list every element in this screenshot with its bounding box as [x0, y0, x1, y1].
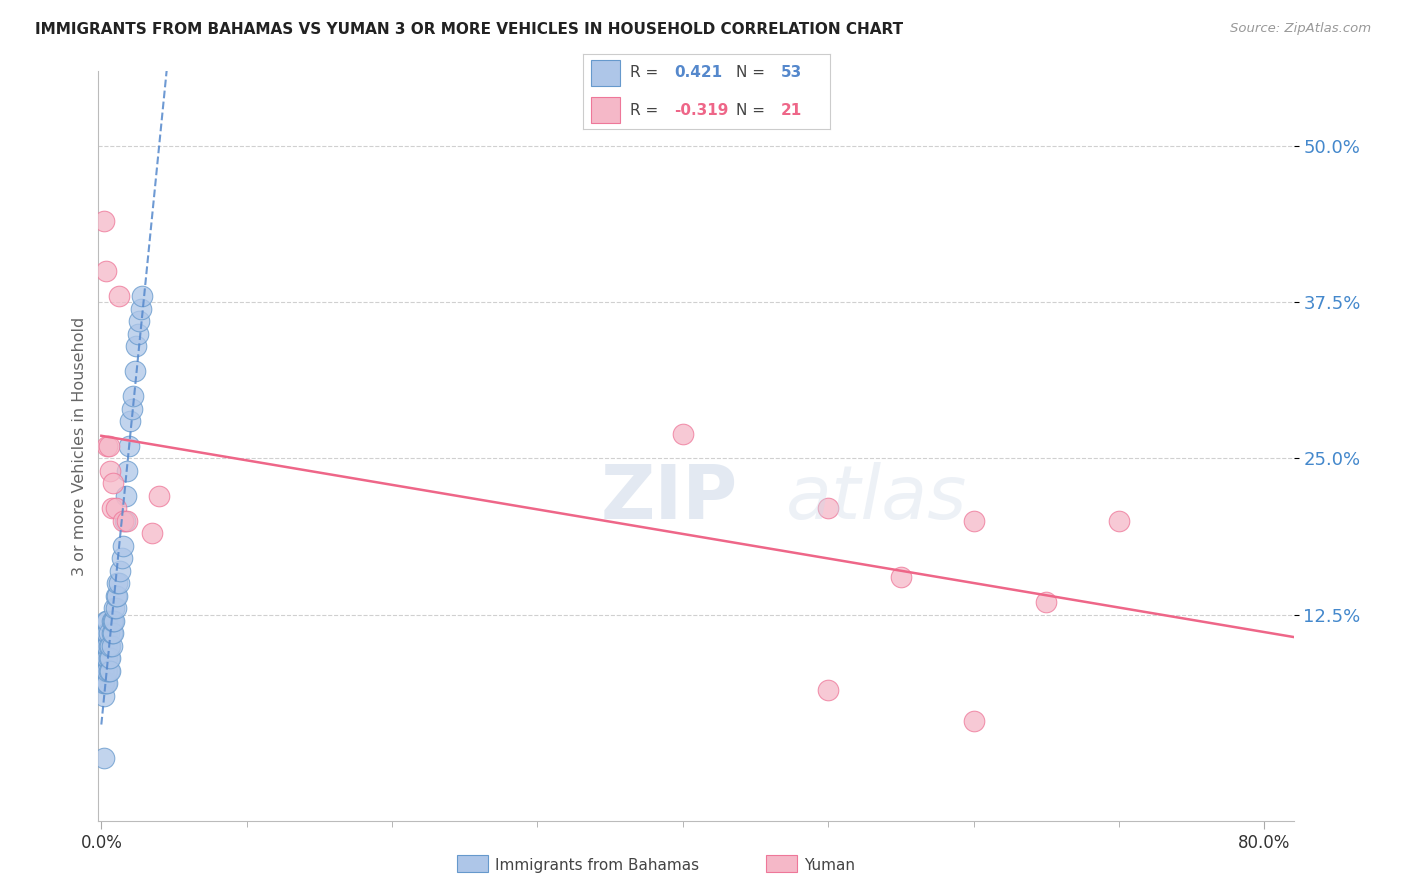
Point: [94, 264, 117, 278]
Text: Immigrants from Bahamas: Immigrants from Bahamas: [495, 858, 699, 872]
Bar: [591, 60, 620, 87]
Point: [148, 489, 170, 503]
Point: [103, 614, 125, 628]
Point: [890, 570, 912, 584]
Point: [94, 676, 117, 690]
Point: [672, 426, 695, 441]
Point: [103, 601, 125, 615]
Point: [98, 664, 121, 678]
Point: [93, 214, 115, 228]
Point: [141, 526, 163, 541]
Point: [817, 682, 839, 697]
Text: R =: R =: [630, 65, 658, 80]
Point: [98, 639, 121, 653]
Point: [105, 576, 128, 591]
Point: [817, 501, 839, 516]
Point: [91, 676, 114, 690]
Point: [97, 439, 120, 453]
Text: 53: 53: [780, 65, 801, 80]
Point: [1108, 514, 1130, 528]
Point: [97, 664, 120, 678]
Point: [93, 689, 115, 703]
Point: [96, 626, 118, 640]
Point: [121, 401, 143, 416]
Point: [128, 314, 150, 328]
Point: [125, 339, 148, 353]
Point: [104, 589, 127, 603]
Point: [91, 664, 114, 678]
Point: [96, 439, 118, 453]
Point: [124, 364, 146, 378]
Point: [111, 551, 134, 566]
Text: -0.319: -0.319: [675, 103, 728, 118]
Point: [93, 676, 115, 690]
Point: [118, 439, 141, 453]
Point: [963, 514, 986, 528]
Text: 21: 21: [780, 103, 801, 118]
Point: [104, 501, 127, 516]
Point: [94, 614, 117, 628]
Point: [127, 326, 149, 341]
Text: N =: N =: [737, 103, 765, 118]
Point: [117, 514, 139, 528]
Point: [112, 514, 135, 528]
Point: [107, 289, 129, 303]
Point: [97, 639, 120, 653]
Point: [93, 664, 115, 678]
Point: [94, 651, 117, 665]
Text: N =: N =: [737, 65, 765, 80]
Text: Yuman: Yuman: [804, 858, 855, 872]
Point: [100, 501, 122, 516]
Point: [93, 751, 115, 765]
Point: [112, 539, 135, 553]
Point: [94, 626, 117, 640]
Point: [97, 626, 120, 640]
Point: [101, 614, 124, 628]
Y-axis label: 3 or more Vehicles in Household: 3 or more Vehicles in Household: [72, 317, 87, 575]
Point: [122, 389, 145, 403]
Point: [100, 614, 122, 628]
Point: [101, 476, 124, 491]
Point: [96, 639, 118, 653]
Point: [96, 664, 118, 678]
Point: [129, 301, 152, 316]
Bar: [591, 96, 620, 123]
Point: [100, 639, 122, 653]
Text: IMMIGRANTS FROM BAHAMAS VS YUMAN 3 OR MORE VEHICLES IN HOUSEHOLD CORRELATION CHA: IMMIGRANTS FROM BAHAMAS VS YUMAN 3 OR MO…: [35, 22, 903, 37]
Point: [104, 601, 127, 615]
Point: [117, 464, 139, 478]
Point: [120, 414, 142, 428]
Point: [94, 639, 117, 653]
Text: R =: R =: [630, 103, 658, 118]
Point: [963, 714, 986, 728]
Point: [110, 564, 132, 578]
Point: [98, 464, 121, 478]
Point: [107, 576, 129, 591]
Point: [96, 676, 118, 690]
Point: [96, 651, 118, 665]
Point: [94, 664, 117, 678]
Text: 0.421: 0.421: [675, 65, 723, 80]
Text: ZIP: ZIP: [600, 462, 738, 535]
Point: [115, 489, 138, 503]
Point: [114, 514, 136, 528]
Point: [101, 626, 124, 640]
Text: Source: ZipAtlas.com: Source: ZipAtlas.com: [1230, 22, 1371, 36]
Point: [100, 626, 122, 640]
Point: [1035, 595, 1057, 609]
Point: [97, 651, 120, 665]
Point: [96, 614, 118, 628]
Point: [98, 651, 121, 665]
Text: atlas: atlas: [786, 462, 967, 534]
Point: [131, 289, 153, 303]
Point: [105, 589, 128, 603]
